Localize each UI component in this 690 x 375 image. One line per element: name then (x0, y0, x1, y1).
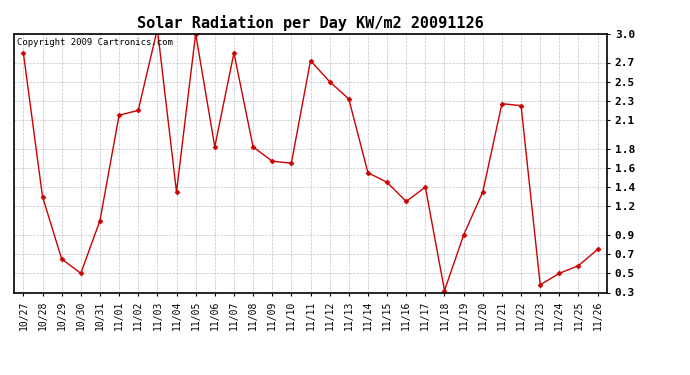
Title: Solar Radiation per Day KW/m2 20091126: Solar Radiation per Day KW/m2 20091126 (137, 15, 484, 31)
Text: Copyright 2009 Cartronics.com: Copyright 2009 Cartronics.com (17, 38, 172, 46)
